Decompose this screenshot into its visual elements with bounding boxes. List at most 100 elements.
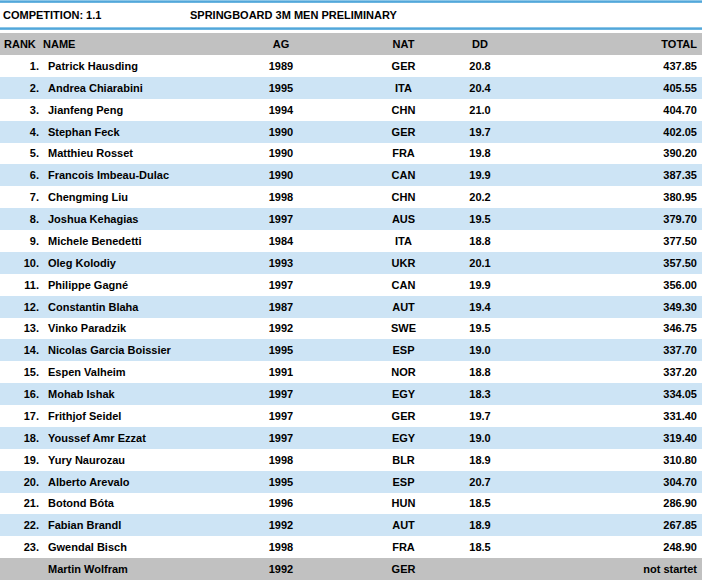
dd-cell: 21.0 (466, 104, 494, 116)
name-cell: Frithjof Seidel (40, 410, 221, 422)
total-cell: 331.40 (494, 410, 702, 422)
table-row: 13.Vinko Paradzik1992SWE19.5346.75 (0, 318, 702, 340)
dd-cell: 19.7 (466, 126, 494, 138)
table-body: 1.Patrick Hausding1989GER20.8437.852.And… (0, 55, 702, 580)
table-row: 4.Stephan Feck1990GER19.7402.05 (0, 121, 702, 143)
total-cell: 304.70 (494, 476, 702, 488)
table-row: 17.Frithjof Seidel1997GER19.7331.40 (0, 405, 702, 427)
total-cell: 310.80 (494, 454, 702, 466)
ag-cell: 1987 (221, 301, 341, 313)
nat-cell: GER (341, 126, 466, 138)
total-cell: 379.70 (494, 213, 702, 225)
dd-cell: 18.3 (466, 388, 494, 400)
dd-cell: 18.8 (466, 235, 494, 247)
ag-cell: 1991 (221, 366, 341, 378)
rank-cell: 6. (0, 169, 40, 181)
ag-cell: 1989 (221, 60, 341, 72)
nat-cell: EGY (341, 388, 466, 400)
nat-cell: BLR (341, 454, 466, 466)
name-cell: Philippe Gagné (40, 279, 221, 291)
column-header-nat: NAT (341, 38, 466, 50)
table-header-row: RANK NAME AG NAT DD TOTAL (0, 33, 702, 55)
name-cell: Vinko Paradzik (40, 322, 221, 334)
total-cell: 405.55 (494, 82, 702, 94)
nat-cell: AUT (341, 301, 466, 313)
ag-cell: 1998 (221, 191, 341, 203)
dd-cell: 20.4 (466, 82, 494, 94)
dd-cell: 18.9 (466, 454, 494, 466)
ag-cell: 1997 (221, 213, 341, 225)
table-row: 5.Matthieu Rosset1990FRA19.8390.20 (0, 143, 702, 165)
rank-cell: 18. (0, 432, 40, 444)
name-cell: Andrea Chiarabini (40, 82, 221, 94)
table-row: 11.Philippe Gagné1997CAN19.9356.00 (0, 274, 702, 296)
ag-cell: 1997 (221, 279, 341, 291)
ag-cell: 1993 (221, 257, 341, 269)
name-cell: Francois Imbeau-Dulac (40, 169, 221, 181)
event-title: SPRINGBOARD 3M MEN PRELIMINARY (190, 3, 397, 27)
title-divider (0, 27, 702, 30)
dd-cell: 19.7 (466, 410, 494, 422)
dd-cell: 18.5 (466, 497, 494, 509)
name-cell: Alberto Arevalo (40, 476, 221, 488)
ag-cell: 1984 (221, 235, 341, 247)
ag-cell: 1992 (221, 322, 341, 334)
ag-cell: 1990 (221, 147, 341, 159)
rank-cell: 20. (0, 476, 40, 488)
rank-cell: 15. (0, 366, 40, 378)
name-cell: Michele Benedetti (40, 235, 221, 247)
total-cell: 334.05 (494, 388, 702, 400)
total-cell: 357.50 (494, 257, 702, 269)
total-cell: 349.30 (494, 301, 702, 313)
table-row: 14.Nicolas Garcia Boissier1995ESP19.0337… (0, 339, 702, 361)
nat-cell: ESP (341, 476, 466, 488)
dd-cell: 20.8 (466, 60, 494, 72)
total-cell: not startet (494, 563, 702, 575)
nat-cell: EGY (341, 432, 466, 444)
table-row: 1.Patrick Hausding1989GER20.8437.85 (0, 55, 702, 77)
table-row: 20.Alberto Arevalo1995ESP20.7304.70 (0, 471, 702, 493)
total-cell: 337.20 (494, 366, 702, 378)
dd-cell: 19.5 (466, 213, 494, 225)
rank-cell: 8. (0, 213, 40, 225)
table-row: 21.Botond Bóta1996HUN18.5286.90 (0, 493, 702, 515)
rank-cell: 16. (0, 388, 40, 400)
rank-cell: 22. (0, 519, 40, 531)
rank-cell: 1. (0, 60, 40, 72)
dd-cell: 19.9 (466, 279, 494, 291)
total-cell: 387.35 (494, 169, 702, 181)
dd-cell: 19.0 (466, 432, 494, 444)
nat-cell: ITA (341, 235, 466, 247)
rank-cell: 3. (0, 104, 40, 116)
dd-cell: 19.5 (466, 322, 494, 334)
total-cell: 248.90 (494, 541, 702, 553)
total-cell: 319.40 (494, 432, 702, 444)
total-cell: 286.90 (494, 497, 702, 509)
rank-cell: 13. (0, 322, 40, 334)
table-row: 22.Fabian Brandl1992AUT18.9267.85 (0, 514, 702, 536)
column-header-total: TOTAL (494, 38, 702, 50)
table-row: 7.Chengming Liu1998CHN20.2380.95 (0, 186, 702, 208)
dd-cell: 19.8 (466, 147, 494, 159)
rank-cell: 10. (0, 257, 40, 269)
dd-cell: 19.4 (466, 301, 494, 313)
table-row: Martin Wolfram1992GERnot startet (0, 558, 702, 580)
name-cell: Constantin Blaha (40, 301, 221, 313)
table-row: 16.Mohab Ishak1997EGY18.3334.05 (0, 383, 702, 405)
ag-cell: 1992 (221, 563, 341, 575)
ag-cell: 1995 (221, 344, 341, 356)
column-header-rank: RANK (0, 38, 40, 50)
results-sheet: COMPETITION: 1.1 SPRINGBOARD 3M MEN PREL… (0, 0, 702, 580)
ag-cell: 1997 (221, 388, 341, 400)
name-cell: Patrick Hausding (40, 60, 221, 72)
nat-cell: ESP (341, 344, 466, 356)
total-cell: 380.95 (494, 191, 702, 203)
title-bar: COMPETITION: 1.1 SPRINGBOARD 3M MEN PREL… (0, 3, 702, 27)
table-row: 10.Oleg Kolodiy1993UKR20.1357.50 (0, 252, 702, 274)
table-row: 18.Youssef Amr Ezzat1997EGY19.0319.40 (0, 427, 702, 449)
name-cell: Oleg Kolodiy (40, 257, 221, 269)
ag-cell: 1995 (221, 82, 341, 94)
dd-cell: 18.8 (466, 366, 494, 378)
total-cell: 402.05 (494, 126, 702, 138)
name-cell: Stephan Feck (40, 126, 221, 138)
